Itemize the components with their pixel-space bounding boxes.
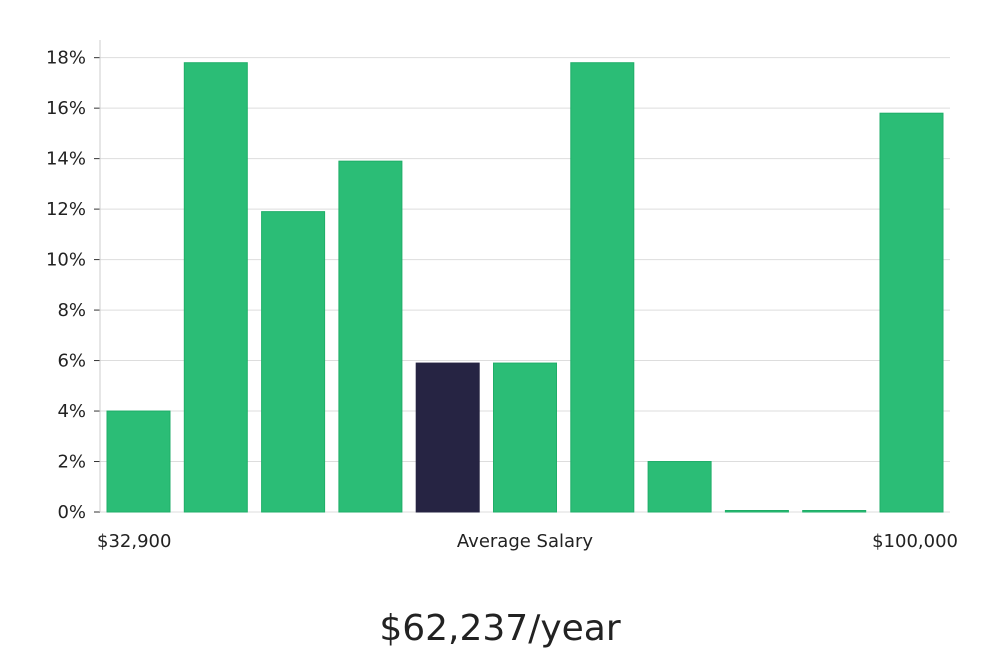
bar	[879, 112, 944, 513]
y-tick-label: 18%	[46, 48, 86, 69]
x-label-min: $32,900	[97, 531, 171, 552]
bar	[647, 461, 712, 513]
y-tick-label: 10%	[46, 250, 86, 271]
bar	[802, 510, 867, 513]
bar	[570, 62, 635, 513]
y-axis-ticks: 0% 2% 4% 6% 8% 10% 12% 14% 16% 18%	[46, 48, 100, 523]
bar	[106, 410, 171, 513]
bars	[106, 62, 944, 513]
bar	[261, 211, 326, 513]
x-label-max: $100,000	[872, 531, 958, 552]
y-tick-label: 0%	[57, 502, 86, 523]
bar	[183, 62, 248, 513]
bar	[338, 160, 403, 513]
x-label-center: Average Salary	[457, 531, 594, 552]
y-tick-label: 16%	[46, 98, 86, 119]
bar	[493, 362, 557, 513]
y-tick-label: 12%	[46, 199, 86, 220]
bar	[724, 510, 789, 513]
y-tick-label: 14%	[46, 149, 86, 170]
salary-distribution-chart: 0% 2% 4% 6% 8% 10% 12% 14% 16% 18% $32,900 Averag…	[46, 40, 958, 552]
y-tick-label: 6%	[57, 351, 86, 372]
y-tick-label: 2%	[57, 452, 86, 473]
y-tick-label: 4%	[57, 401, 86, 422]
bar-average-salary	[415, 362, 480, 513]
average-salary-headline: $62,237/year	[379, 608, 621, 649]
y-tick-label: 8%	[57, 300, 86, 321]
